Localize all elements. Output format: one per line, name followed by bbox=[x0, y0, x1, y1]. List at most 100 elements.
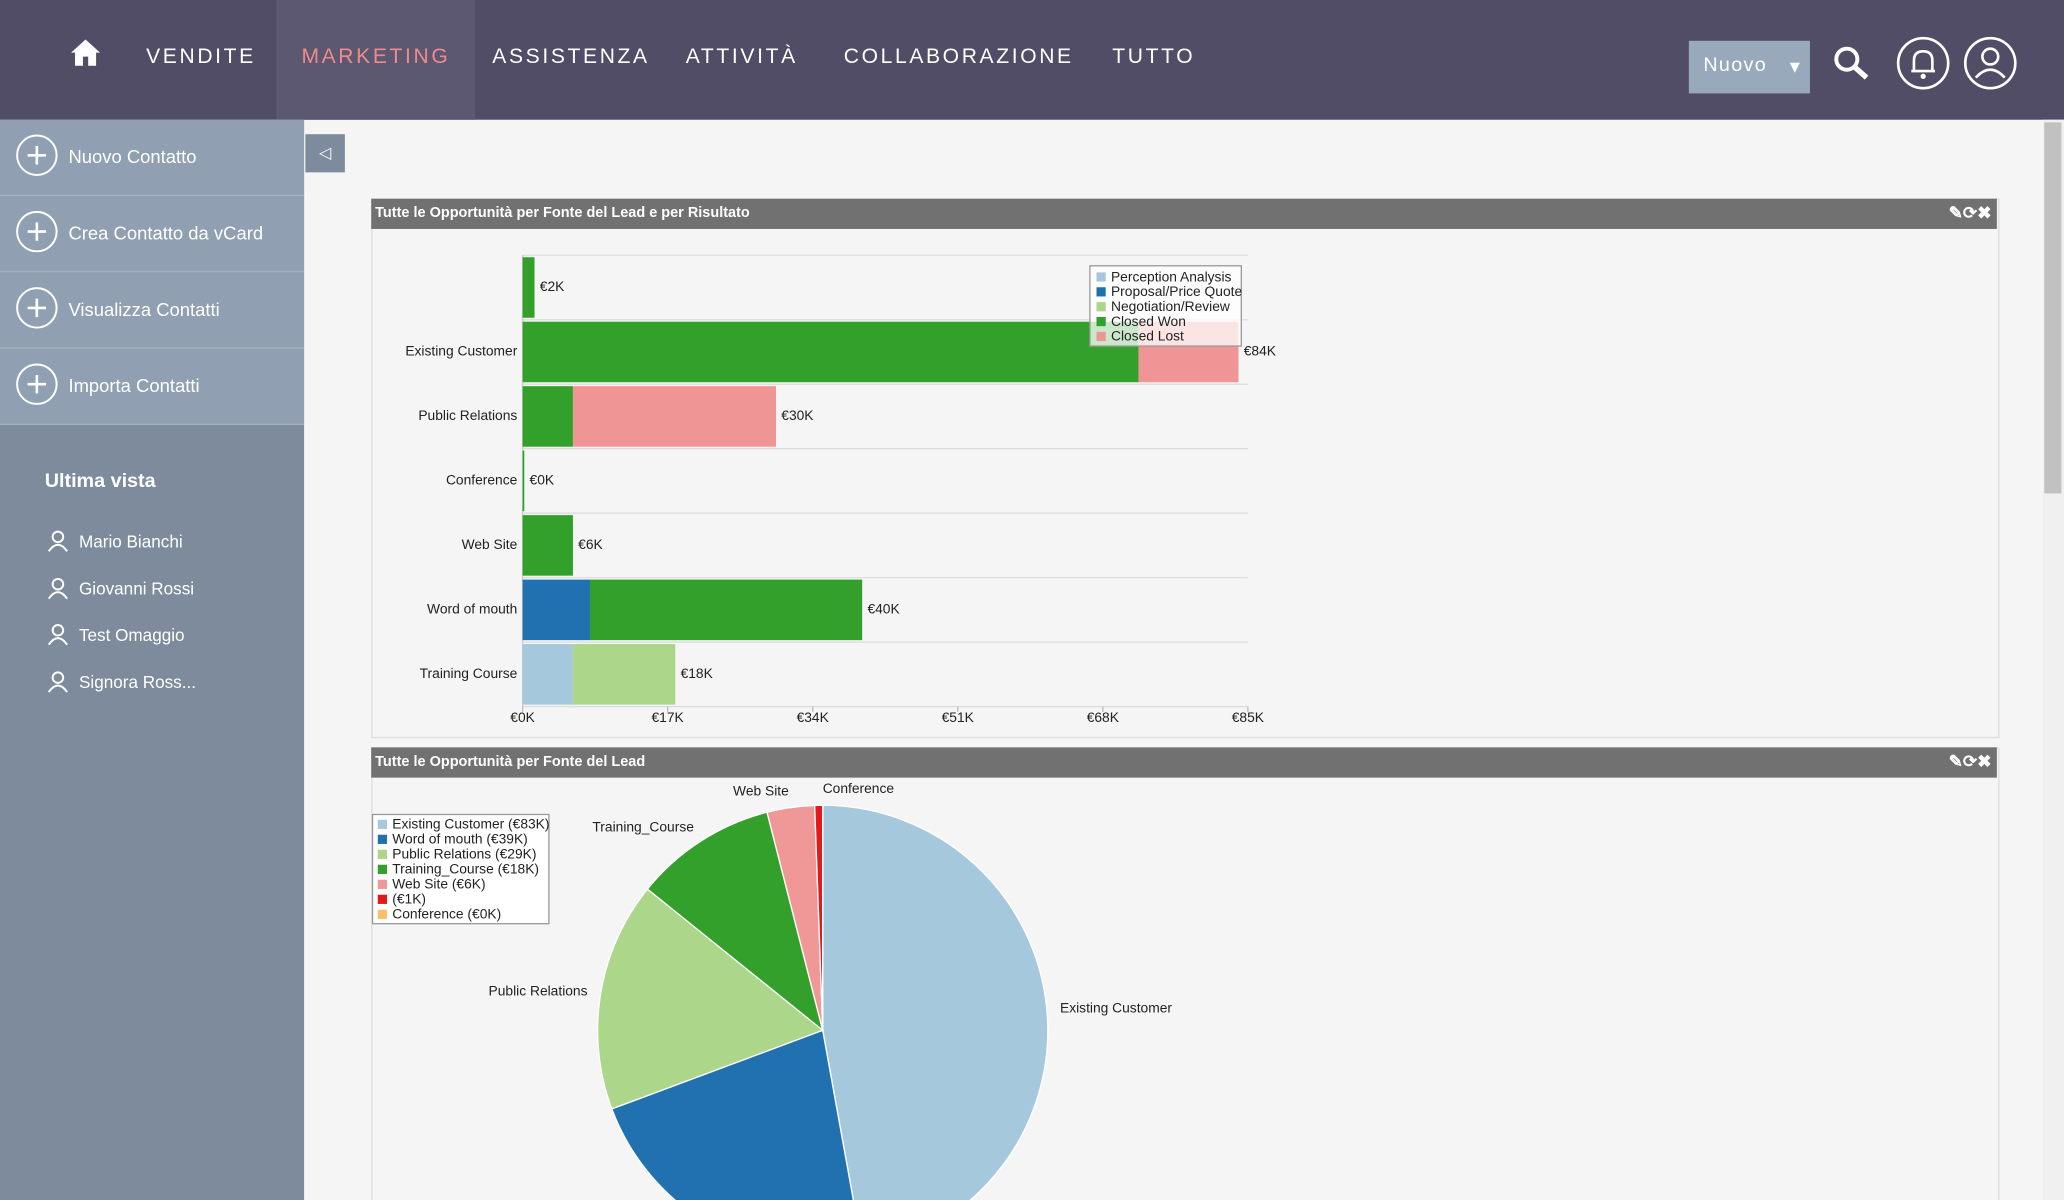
bar-segment bbox=[522, 386, 573, 447]
collapse-button[interactable]: ◁ bbox=[305, 134, 345, 173]
slice-label: Web Site bbox=[733, 783, 789, 799]
header: Nuovo ▼ VENDITE MARKETING ASSISTENZA ATTIVIT… bbox=[0, 0, 2064, 120]
legend-swatch bbox=[377, 849, 388, 859]
x-tick-label: €17K bbox=[652, 709, 685, 725]
scrollbar bbox=[2042, 119, 2064, 1200]
sidebar-action[interactable]: Nuovo Contatto bbox=[0, 119, 305, 197]
recent-icon bbox=[47, 577, 68, 599]
bar-segment bbox=[572, 386, 777, 447]
x-tick-label: €34K bbox=[797, 709, 830, 725]
action-icon bbox=[16, 287, 58, 329]
new-button[interactable]: Nuovo ▼ bbox=[1688, 40, 1810, 94]
total-label: €84K bbox=[1244, 343, 1277, 359]
legend-label: (€1K) bbox=[392, 891, 426, 907]
pie-slice bbox=[597, 888, 825, 1110]
legend-label: Public Relations (€29K) bbox=[392, 846, 536, 862]
legend-label: Training_Course (€18K) bbox=[392, 861, 539, 877]
bar-segment bbox=[522, 515, 573, 576]
recent-item[interactable]: Mario Bianchi bbox=[78, 531, 183, 552]
recent-item[interactable]: Test Omaggio bbox=[78, 625, 185, 645]
legend-label: Negotiation/Review bbox=[1111, 298, 1230, 314]
bar-segment bbox=[589, 579, 863, 641]
legend-swatch bbox=[377, 819, 388, 829]
legend-label: Existing Customer (€83K) bbox=[392, 816, 549, 832]
legend-label: Conference (€0K) bbox=[392, 906, 501, 922]
legend-swatch bbox=[377, 894, 388, 904]
recent-icon bbox=[47, 670, 68, 693]
bar-segment bbox=[522, 579, 590, 641]
legend-swatch bbox=[1096, 331, 1106, 342]
total-label: €18K bbox=[681, 665, 714, 681]
sidebar: Ultima vista Nuovo Contatto Crea Contatto… bbox=[0, 119, 305, 1200]
legend-box bbox=[1089, 265, 1242, 347]
recent-item[interactable]: Giovanni Rossi bbox=[78, 578, 195, 599]
legend-label: Word of mouth (€39K) bbox=[392, 831, 528, 847]
total-label: €30K bbox=[781, 407, 814, 423]
search-icon[interactable] bbox=[1832, 45, 1871, 82]
sidebar-action[interactable]: Crea Contatto da vCard bbox=[0, 196, 305, 273]
total-label: €0K bbox=[530, 472, 555, 488]
nav-item[interactable]: VENDITE bbox=[146, 46, 256, 69]
nav-item[interactable]: ATTIVITÀ bbox=[685, 46, 798, 69]
legend-label: Web Site (€6K) bbox=[392, 876, 485, 892]
action-icon bbox=[16, 363, 58, 405]
y-tick-label: Conference bbox=[446, 472, 518, 488]
total-label: €2K bbox=[540, 278, 565, 294]
total-label: €40K bbox=[867, 601, 900, 617]
bar-segment bbox=[522, 644, 573, 705]
legend-swatch bbox=[377, 834, 388, 844]
x-tick-label: €68K bbox=[1087, 709, 1120, 725]
legend-label: Proposal/Price Quote bbox=[1111, 283, 1242, 299]
nav-item[interactable]: COLLABORAZIONE bbox=[843, 46, 1074, 69]
sidebar-action[interactable]: Importa Contatti bbox=[0, 348, 305, 426]
action-icon bbox=[16, 134, 58, 176]
x-tick-label: €0K bbox=[510, 709, 535, 725]
sidebar-action[interactable]: Visualizza Contatti bbox=[0, 272, 305, 349]
new-button-label: Nuovo bbox=[1703, 53, 1767, 77]
x-tick-label: €85K bbox=[1232, 709, 1265, 725]
slice-label: Training_Course bbox=[592, 818, 694, 834]
action-icon bbox=[16, 210, 58, 253]
dashlet-title: Tutte le Opportunità per Fonte del Lead bbox=[375, 753, 646, 770]
nav-item[interactable]: TUTTO bbox=[1112, 46, 1196, 69]
profile-icon[interactable] bbox=[1963, 36, 2021, 94]
nav-item[interactable]: ASSISTENZA bbox=[492, 46, 650, 69]
dashlet-title: Tutte le Opportunità per Fonte del Lead … bbox=[375, 205, 750, 222]
action-label: Crea Contatto da vCard bbox=[68, 222, 264, 244]
legend-label: Perception Analysis bbox=[1111, 268, 1232, 284]
pie-slice bbox=[610, 1029, 855, 1200]
slice-label: Existing Customer bbox=[1060, 999, 1172, 1015]
slice-label: Public Relations bbox=[489, 982, 588, 998]
bar-segment bbox=[522, 450, 525, 512]
action-label: Visualizza Contatti bbox=[68, 298, 220, 320]
action-label: Nuovo Contatto bbox=[68, 146, 197, 168]
legend-swatch bbox=[1096, 287, 1106, 297]
legend-swatch bbox=[377, 879, 388, 889]
bar-segment bbox=[572, 644, 676, 705]
legend-swatch bbox=[1096, 316, 1106, 327]
slice-label: Conference bbox=[823, 780, 895, 796]
home-icon[interactable] bbox=[70, 38, 102, 67]
nav-item[interactable]: MARKETING bbox=[276, 0, 476, 120]
y-tick-label: Public Relations bbox=[418, 407, 517, 423]
dashlet-header: Tutte le Opportunità per Fonte del Lead … bbox=[371, 198, 1997, 229]
legend-swatch bbox=[377, 909, 388, 919]
legend-swatch bbox=[377, 864, 388, 874]
total-label: €6K bbox=[578, 536, 603, 552]
recent-icon bbox=[47, 530, 68, 552]
pie-slice bbox=[646, 811, 824, 1033]
y-tick-label: Training Course bbox=[420, 665, 518, 681]
notifications-icon[interactable] bbox=[1896, 36, 1954, 99]
pie-slice bbox=[822, 804, 1049, 1200]
y-tick-label: Existing Customer bbox=[405, 343, 517, 359]
x-tick-label: €51K bbox=[942, 709, 975, 725]
recent-title: Ultima vista bbox=[44, 469, 156, 493]
bar-segment bbox=[522, 257, 535, 318]
legend-box bbox=[371, 813, 550, 925]
recent-item[interactable]: Signora Ross... bbox=[78, 671, 196, 692]
y-tick-label: Web Site bbox=[462, 536, 518, 552]
action-label: Importa Contatti bbox=[68, 375, 200, 397]
legend-label: Closed Won bbox=[1111, 313, 1186, 329]
